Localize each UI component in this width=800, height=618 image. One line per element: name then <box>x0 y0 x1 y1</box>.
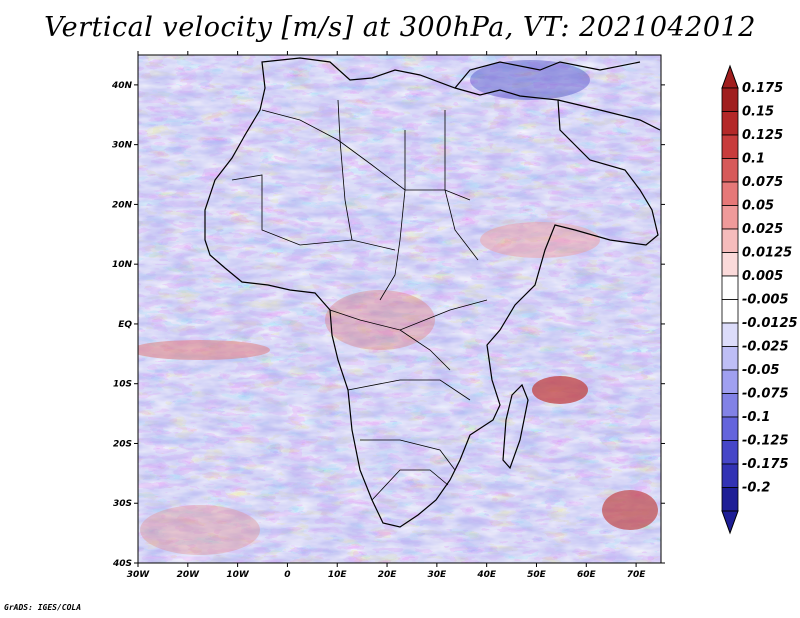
colorbar-label: 0.175 <box>742 81 783 96</box>
lon-tick-label: 40E <box>476 570 497 580</box>
colorbar-swatch <box>721 181 739 206</box>
lat-tick-label: 30S <box>113 499 132 509</box>
lat-tick-label: 20N <box>112 200 133 210</box>
longitude-axis: 30W 20W 10W 0 10E 20E 30E 40E 50E 60E 70E <box>127 51 647 580</box>
colorbar-label: -0.025 <box>742 340 789 355</box>
lat-tick-label: 10S <box>113 380 132 390</box>
lon-tick-label: 10E <box>328 570 348 580</box>
lon-tick-label: 30W <box>127 570 151 580</box>
colorbar-label: -0.005 <box>742 293 789 308</box>
lat-tick-label: 40S <box>112 559 132 569</box>
colorbar-swatch <box>721 299 739 324</box>
colorbar-label: 0.075 <box>742 175 783 190</box>
colorbar-label: -0.2 <box>742 481 770 496</box>
lat-tick-label: 20S <box>113 439 132 449</box>
colorbar-swatch <box>721 205 739 230</box>
map-title: Vertical velocity [m/s] at 300hPa, VT: 2… <box>44 12 756 43</box>
lat-tick-label: 30N <box>112 141 133 151</box>
country-borders <box>231 99 488 501</box>
colorbar-label: -0.125 <box>742 434 789 449</box>
colorbar-top-arrow <box>721 64 739 89</box>
colorbar-label: -0.0125 <box>742 316 798 331</box>
lon-tick-label: 70E <box>627 570 647 580</box>
velocity-field <box>138 55 661 563</box>
colorbar-swatch <box>721 346 739 371</box>
colorbar-swatch <box>721 487 739 512</box>
colorbar-swatch <box>721 369 739 394</box>
colorbar-label: -0.175 <box>742 457 789 472</box>
colorbar-swatch <box>721 275 739 300</box>
plot-frame <box>137 54 662 564</box>
footer-credit: GrADS: IGES/COLA <box>4 603 82 612</box>
colorbar-swatch <box>721 111 739 136</box>
colorbar-label: 0.0125 <box>742 246 792 261</box>
colorbar-swatch <box>721 463 739 488</box>
colorbar-swatch <box>721 228 739 253</box>
colorbar-label: 0.125 <box>742 128 783 143</box>
colorbar-label: 0.15 <box>742 105 774 120</box>
colorbar-bottom-arrow <box>721 510 739 535</box>
colorbar-label: -0.1 <box>742 410 770 425</box>
colorbar-label: 0.05 <box>742 199 774 214</box>
lon-tick-label: 0 <box>284 570 290 580</box>
colorbar-swatch <box>721 440 739 465</box>
latitude-axis: 40N 30N 20N 10N EQ 10S 20S 30S 40S <box>111 81 665 569</box>
colorbar-label: 0.1 <box>742 152 765 167</box>
colorbar-swatch <box>721 158 739 183</box>
lon-tick-label: 30E <box>428 570 448 580</box>
colorbar-swatch <box>721 416 739 441</box>
colorbar-label: 0.025 <box>742 222 783 237</box>
lon-tick-label: 10W <box>226 570 250 580</box>
colorbar-swatch <box>721 322 739 347</box>
lon-tick-label: 20W <box>177 570 201 580</box>
lat-tick-label: 40N <box>111 81 133 91</box>
colorbar: 0.175 0.15 0.125 0.1 0.075 0.05 0.025 0.0125 0.0… <box>721 64 798 535</box>
colorbar-label: -0.05 <box>742 363 779 378</box>
coastlines <box>204 57 661 528</box>
lon-tick-label: 50E <box>527 570 547 580</box>
colorbar-label: 0.005 <box>742 269 783 284</box>
colorbar-swatch <box>721 252 739 277</box>
lat-tick-label: EQ <box>118 320 132 330</box>
colorbar-label: -0.075 <box>742 387 789 402</box>
colorbar-swatch <box>721 134 739 159</box>
lat-tick-label: 10N <box>112 260 133 270</box>
colorbar-swatch <box>721 393 739 418</box>
colorbar-swatch <box>721 87 739 112</box>
lon-tick-label: 60E <box>577 570 597 580</box>
lon-tick-label: 20E <box>378 570 398 580</box>
